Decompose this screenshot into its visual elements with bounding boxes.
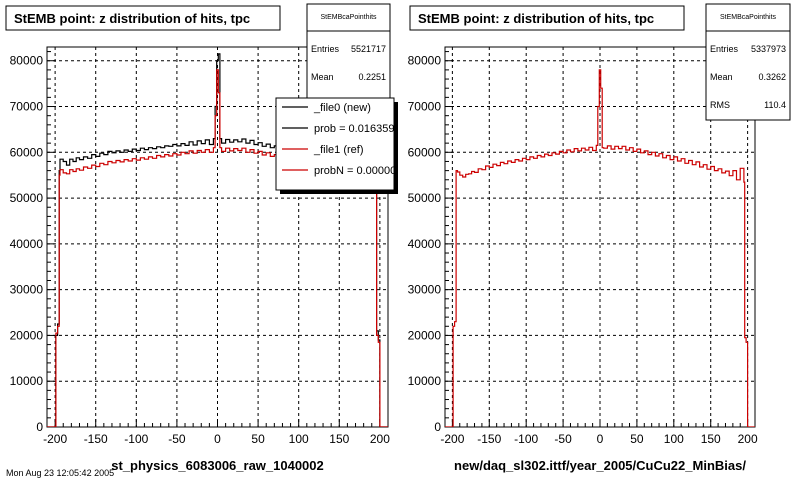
chart-title: StEMB point: z distribution of hits, tpc bbox=[418, 11, 654, 26]
stats-name: StEMBcaPointhits bbox=[320, 14, 377, 21]
x-tick-label: -100 bbox=[514, 432, 538, 446]
y-tick-label: 0 bbox=[36, 420, 43, 434]
x-tick-label: 100 bbox=[289, 432, 309, 446]
y-tick-label: 70000 bbox=[10, 100, 44, 114]
x-tick-label: 200 bbox=[370, 432, 390, 446]
legend-entry-label: prob = 0.016359 bbox=[314, 123, 394, 135]
y-tick-label: 30000 bbox=[408, 283, 442, 297]
x-tick-label: 50 bbox=[251, 432, 265, 446]
x-tick-label: 0 bbox=[214, 432, 221, 446]
y-tick-label: 20000 bbox=[10, 328, 44, 342]
x-tick-label: 100 bbox=[664, 432, 684, 446]
x-tick-label: -200 bbox=[43, 432, 67, 446]
stats-entries-label: Entries bbox=[311, 44, 340, 54]
legend-box bbox=[275, 97, 395, 191]
y-tick-label: 20000 bbox=[408, 328, 442, 342]
stats-mean-label: Mean bbox=[710, 72, 733, 82]
stats-rms-value: 110.4 bbox=[764, 100, 786, 110]
y-tick-label: 0 bbox=[434, 420, 441, 434]
y-tick-label: 60000 bbox=[408, 145, 442, 159]
y-tick-label: 50000 bbox=[10, 191, 44, 205]
x-tick-label: -50 bbox=[554, 432, 572, 446]
y-tick-label: 80000 bbox=[408, 54, 442, 68]
y-tick-label: 10000 bbox=[10, 374, 44, 388]
y-tick-label: 80000 bbox=[10, 54, 44, 68]
left-histogram-panel: -200 -150 -100 -50 0 50 100 150 200 0 10000 20000 30… bbox=[5, 3, 402, 473]
x-tick-label: -200 bbox=[440, 432, 464, 446]
stats-mean-value: 0.2251 bbox=[358, 72, 386, 82]
footer-timestamp: Mon Aug 23 12:05:42 2005 bbox=[6, 468, 114, 478]
stats-entries-value: 5337973 bbox=[751, 44, 786, 54]
x-tick-label: -100 bbox=[124, 432, 148, 446]
plot-frame bbox=[444, 46, 756, 428]
x-tick-label: 200 bbox=[738, 432, 758, 446]
y-tick-label: 70000 bbox=[408, 100, 442, 114]
title-box bbox=[5, 5, 281, 31]
chart-title: StEMB point: z distribution of hits, tpc bbox=[14, 11, 250, 26]
x-axis-label: new/daq_sl302.ittf/year_2005/CuCu22_MinB… bbox=[454, 458, 746, 473]
y-tick-label: 10000 bbox=[408, 374, 442, 388]
stats-mean-label: Mean bbox=[311, 72, 334, 82]
title-box bbox=[409, 5, 685, 31]
y-tick-label: 50000 bbox=[408, 191, 442, 205]
x-tick-label: -150 bbox=[477, 432, 501, 446]
x-tick-label: 50 bbox=[630, 432, 644, 446]
histogram-series-hits bbox=[445, 69, 755, 427]
x-tick-label: 0 bbox=[597, 432, 604, 446]
y-tick-label: 40000 bbox=[10, 237, 44, 251]
x-tick-label: -50 bbox=[168, 432, 186, 446]
y-tick-label: 40000 bbox=[408, 237, 442, 251]
x-axis-label: st_physics_6083006_raw_1040002 bbox=[111, 458, 324, 473]
stats-mean-value: 0.3262 bbox=[758, 72, 786, 82]
y-tick-label: 60000 bbox=[10, 145, 44, 159]
right-histogram-panel: -200 -150 -100 -50 0 50 100 150 200 0 10000 20000 30… bbox=[408, 3, 791, 473]
legend-entries: _file0 (new) prob = 0.016359 _file1 (ref) p… bbox=[282, 102, 402, 177]
legend-entry-label: _file0 (new) bbox=[313, 102, 371, 114]
stats-entries-label: Entries bbox=[710, 44, 739, 54]
stats-name: StEMBcaPointhits bbox=[720, 14, 777, 21]
x-tick-label: 150 bbox=[329, 432, 349, 446]
x-tick-label: -150 bbox=[84, 432, 108, 446]
stats-entries-value: 5521717 bbox=[351, 44, 386, 54]
y-tick-label: 30000 bbox=[10, 283, 44, 297]
stats-rms-label: RMS bbox=[710, 100, 730, 110]
x-tick-label: 150 bbox=[701, 432, 721, 446]
legend-entry-label: probN = 0.000000 bbox=[314, 165, 402, 177]
stats-box bbox=[306, 3, 391, 105]
stats-box bbox=[705, 3, 791, 121]
legend-entry-label: _file1 (ref) bbox=[313, 144, 364, 156]
